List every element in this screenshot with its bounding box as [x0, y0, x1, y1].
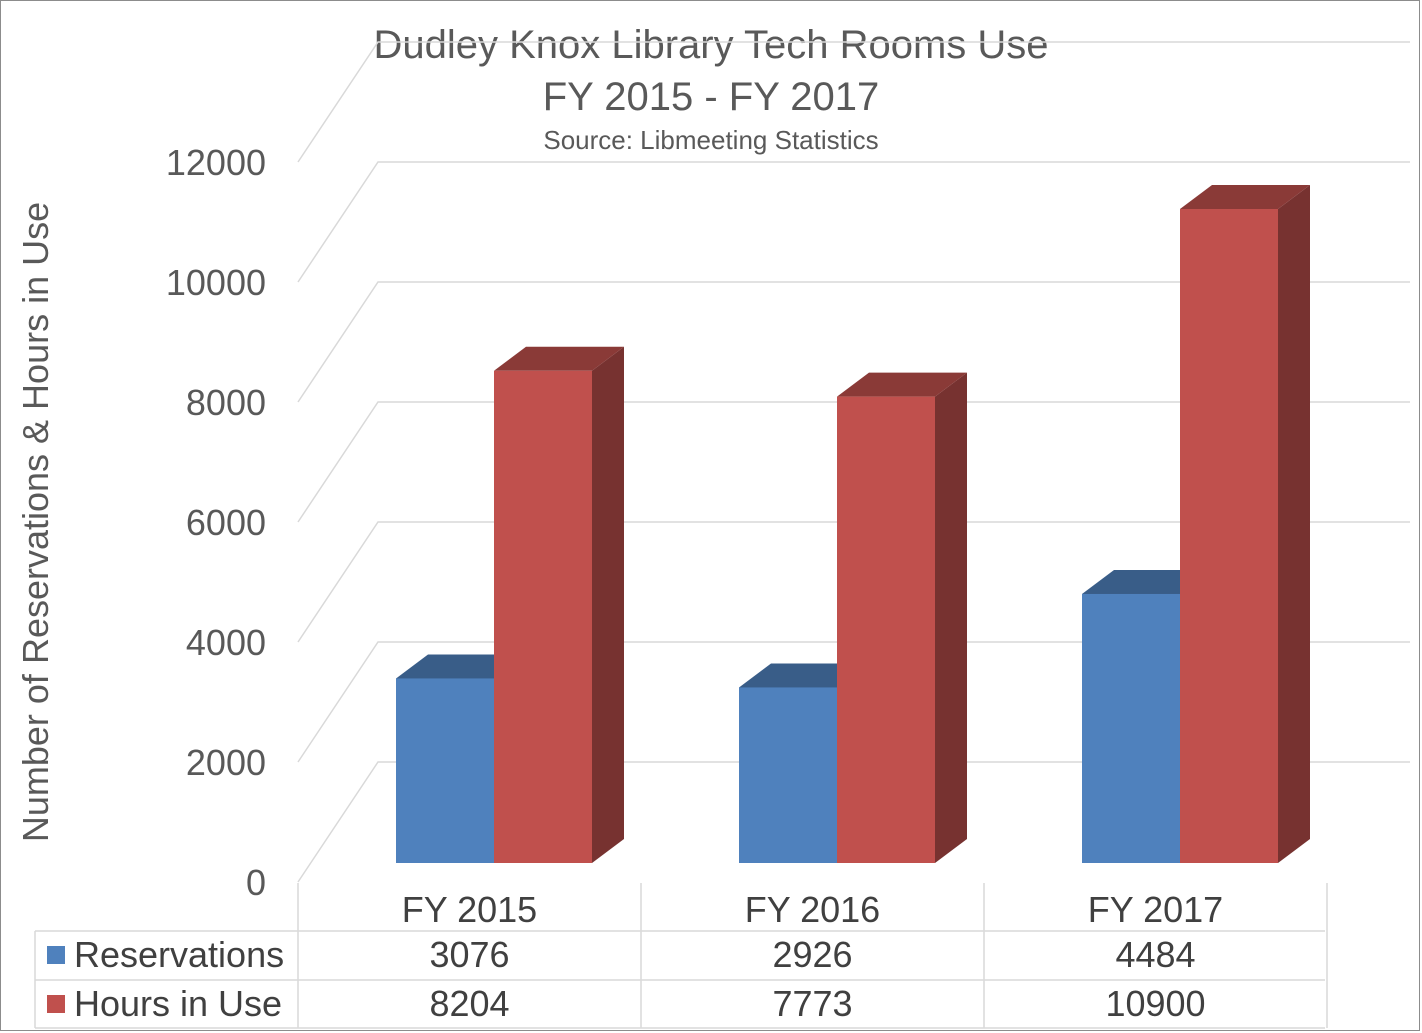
chart-subtitle: FY 2015 - FY 2017 [543, 75, 880, 119]
gridline [297, 761, 1410, 883]
x-tick-label: FY 2015 [402, 889, 537, 930]
gridline [297, 281, 1410, 403]
bar-top [494, 346, 624, 371]
bars [396, 185, 1310, 863]
x-tick-label: FY 2016 [745, 889, 880, 930]
y-tick-label: 0 [246, 862, 266, 903]
table-cell-value: 8204 [429, 983, 509, 1024]
legend-label: Reservations [74, 934, 284, 975]
y-axis-ticks: 0 2000 4000 6000 8000 10000 12000 [166, 142, 266, 903]
bar-top [1180, 185, 1310, 209]
gridlines [297, 41, 1410, 883]
bar-side [935, 372, 967, 863]
y-tick-label: 10000 [166, 262, 266, 303]
y-tick-label: 2000 [186, 742, 266, 783]
bar [837, 396, 935, 863]
bar [494, 370, 592, 863]
gridline [297, 641, 1410, 763]
bar-top [739, 663, 869, 688]
bar-side [592, 346, 624, 863]
y-tick-label: 12000 [166, 142, 266, 183]
legend-swatch [47, 946, 65, 964]
legend-label: Hours in Use [74, 983, 282, 1024]
gridline [297, 41, 1410, 163]
data-table: FY 2015 FY 2016 FY 2017 Reservations 3076 292… [34, 883, 1328, 1029]
gridline [297, 161, 1410, 283]
bar [1180, 209, 1278, 863]
y-tick-label: 4000 [186, 622, 266, 663]
table-cell-value: 3076 [429, 934, 509, 975]
gridline [297, 401, 1410, 523]
bar-side [1278, 185, 1310, 863]
bar-top [837, 372, 967, 397]
chart-source: Source: Libmeeting Statistics [543, 125, 878, 155]
y-axis-label: Number of Reservations & Hours in Use [15, 202, 56, 842]
y-tick-label: 8000 [186, 382, 266, 423]
chart-title: Dudley Knox Library Tech Rooms Use [373, 23, 1048, 67]
bar [396, 678, 494, 863]
bar-top [1082, 569, 1212, 594]
table-cell-value: 7773 [772, 983, 852, 1024]
table-cell-value: 2926 [772, 934, 852, 975]
gridline [297, 521, 1410, 643]
bar-top [396, 654, 526, 679]
legend-swatch [47, 995, 65, 1013]
bar [1082, 593, 1180, 863]
x-tick-label: FY 2017 [1088, 889, 1223, 930]
table-cell-value: 4484 [1115, 934, 1195, 975]
bar [739, 687, 837, 863]
y-tick-label: 6000 [186, 502, 266, 543]
table-cell-value: 10900 [1105, 983, 1205, 1024]
